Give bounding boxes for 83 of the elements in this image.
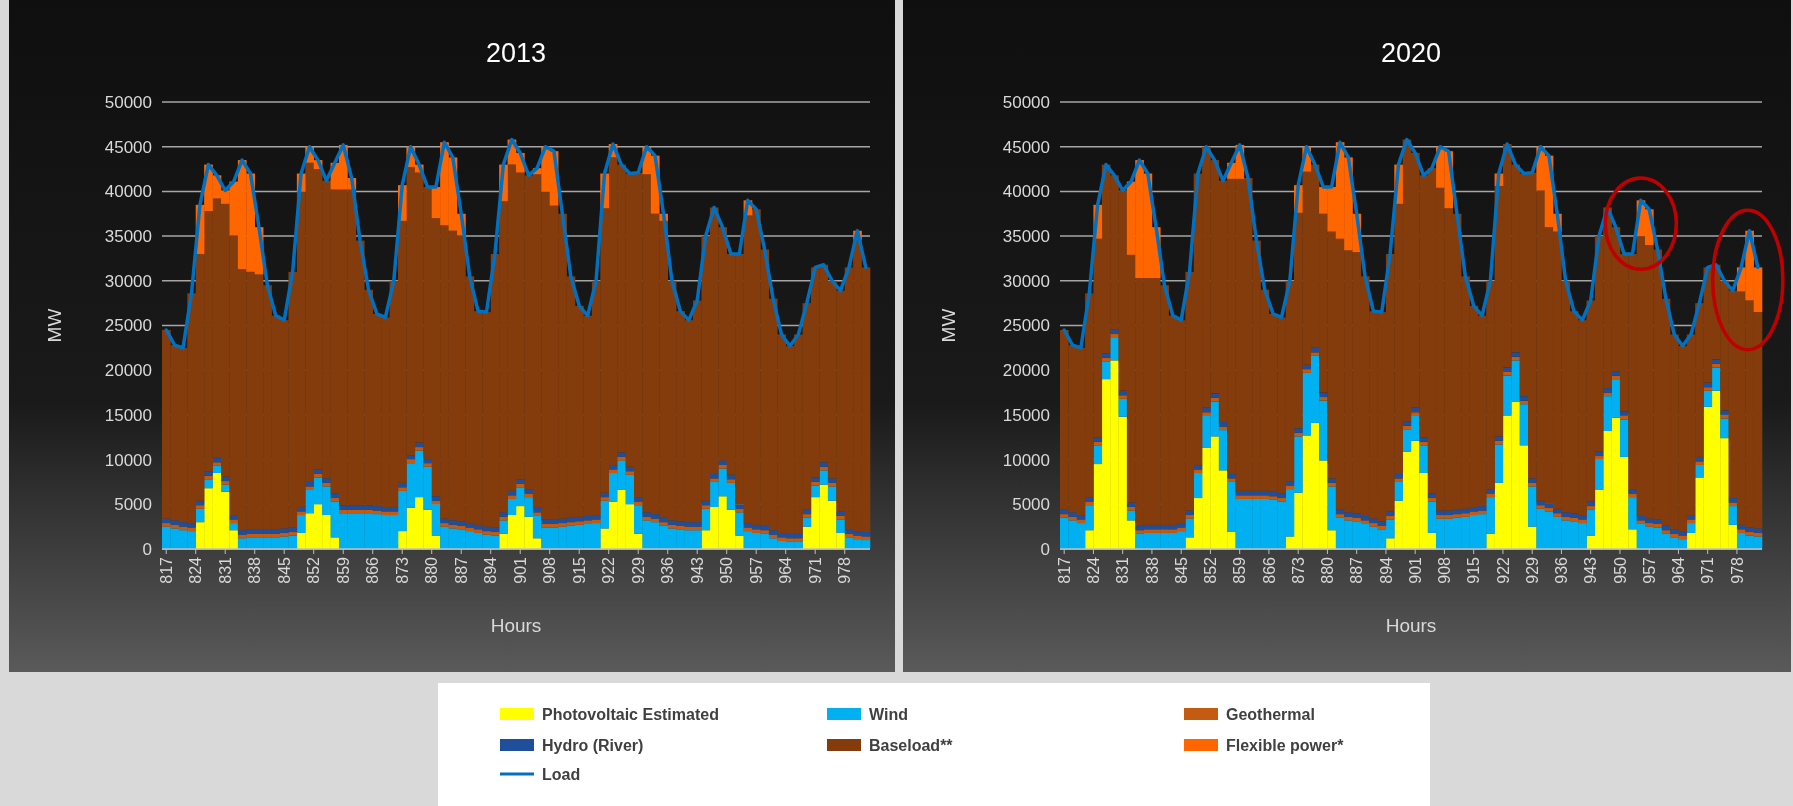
x-tick-label: 915 xyxy=(1465,556,1483,584)
y-tick-label: 35000 xyxy=(1002,227,1050,247)
y-tick-label: 40000 xyxy=(1002,182,1050,202)
y-tick-label: 50000 xyxy=(1002,92,1050,112)
x-tick-label: 978 xyxy=(1728,556,1746,584)
x-tick-label: 845 xyxy=(1172,556,1190,584)
x-tick-label: 852 xyxy=(305,556,323,584)
x-tick-label: 873 xyxy=(1289,556,1307,584)
x-tick-label: 929 xyxy=(629,556,647,584)
x-tick-label: 866 xyxy=(364,556,382,584)
legend-label: Wind xyxy=(869,705,908,723)
y-tick-label: 45000 xyxy=(1002,137,1050,157)
y-tick-label: 10000 xyxy=(1002,450,1050,470)
y-tick-label: 20000 xyxy=(1002,361,1050,381)
y-tick-label: 0 xyxy=(1040,539,1050,559)
x-tick-label: 866 xyxy=(1260,556,1278,584)
legend-label: Hydro (River) xyxy=(542,736,644,754)
x-tick-label: 824 xyxy=(187,556,205,584)
x-tick-label: 887 xyxy=(452,556,470,584)
x-tick-label: 978 xyxy=(836,556,854,584)
y-tick-label: 5000 xyxy=(1012,495,1050,515)
x-tick-label: 908 xyxy=(1436,556,1454,584)
x-tick-label: 943 xyxy=(688,556,706,584)
x-tick-label: 964 xyxy=(1670,556,1688,584)
x-tick-label: 817 xyxy=(157,556,175,584)
x-tick-label: 887 xyxy=(1348,556,1366,584)
x-axis-title: Hours xyxy=(1385,615,1437,636)
x-tick-label: 831 xyxy=(1114,556,1132,584)
x-tick-label: 915 xyxy=(570,556,588,584)
x-tick-label: 908 xyxy=(541,556,559,584)
y-tick-label: 20000 xyxy=(104,361,152,381)
x-tick-label: 922 xyxy=(600,556,618,584)
y-tick-label: 30000 xyxy=(104,271,152,291)
x-tick-label: 957 xyxy=(747,556,765,584)
x-tick-label: 964 xyxy=(777,556,795,584)
legend-label: Photovoltaic Estimated xyxy=(542,705,719,723)
chart-title: 2013 xyxy=(485,38,547,68)
y-tick-label: 15000 xyxy=(1002,405,1050,425)
y-tick-label: 50000 xyxy=(104,92,152,112)
y-tick-label: 10000 xyxy=(104,450,152,470)
x-tick-label: 901 xyxy=(1406,556,1424,584)
chart-title: 2020 xyxy=(1380,38,1442,68)
x-tick-label: 880 xyxy=(423,556,441,584)
x-tick-label: 936 xyxy=(1553,556,1571,584)
x-axis-title: Hours xyxy=(490,615,542,636)
y-tick-label: 40000 xyxy=(104,182,152,202)
x-tick-label: 852 xyxy=(1202,556,1220,584)
x-tick-label: 943 xyxy=(1582,556,1600,584)
x-tick-label: 929 xyxy=(1523,556,1541,584)
y-axis-title: MW xyxy=(938,308,959,343)
y-tick-label: 15000 xyxy=(104,405,152,425)
x-tick-label: 971 xyxy=(1699,556,1717,584)
x-tick-label: 859 xyxy=(334,556,352,584)
x-tick-label: 838 xyxy=(1143,556,1161,584)
x-tick-label: 894 xyxy=(1377,556,1395,584)
x-tick-label: 824 xyxy=(1085,556,1103,584)
legend-label: Geothermal xyxy=(1226,705,1315,723)
x-tick-label: 922 xyxy=(1494,556,1512,584)
y-tick-label: 30000 xyxy=(1002,271,1050,291)
x-tick-label: 859 xyxy=(1231,556,1249,584)
x-tick-label: 950 xyxy=(1611,556,1629,584)
y-tick-label: 0 xyxy=(142,539,152,559)
y-tick-label: 35000 xyxy=(104,227,152,247)
x-tick-label: 971 xyxy=(806,556,824,584)
y-tick-label: 5000 xyxy=(114,495,152,515)
x-tick-label: 831 xyxy=(216,556,234,584)
x-tick-label: 817 xyxy=(1055,556,1073,584)
x-tick-label: 901 xyxy=(511,556,529,584)
y-tick-label: 25000 xyxy=(104,316,152,336)
legend-label: Baseload** xyxy=(869,736,954,754)
legend-label: Flexible power* xyxy=(1226,736,1345,754)
x-tick-label: 880 xyxy=(1319,556,1337,584)
x-tick-label: 894 xyxy=(482,556,500,584)
x-tick-label: 845 xyxy=(275,556,293,584)
x-tick-label: 936 xyxy=(659,556,677,584)
x-tick-label: 950 xyxy=(718,556,736,584)
x-tick-label: 873 xyxy=(393,556,411,584)
y-tick-label: 45000 xyxy=(104,137,152,157)
y-tick-label: 25000 xyxy=(1002,316,1050,336)
x-tick-label: 838 xyxy=(246,556,264,584)
x-tick-label: 957 xyxy=(1640,556,1658,584)
legend-label: Load xyxy=(542,765,581,783)
y-axis-title: MW xyxy=(44,308,65,343)
